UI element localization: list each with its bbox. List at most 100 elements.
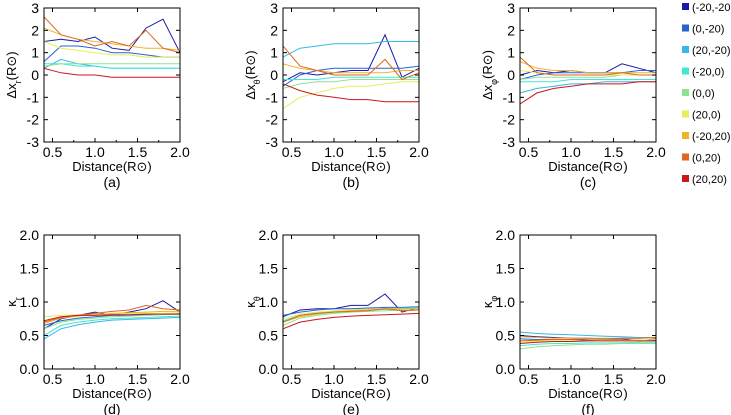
y-tick-label: 3 [31,0,39,16]
series-line-(20,20) [520,340,656,344]
y-tick-label: 1 [507,45,515,61]
panel-d: 0.5 1.0 1.5 2.00.00.51.01.52.0Distance(R⊙)(… [4,227,190,415]
y-tick-label: 3 [507,0,515,16]
x-tick-label: 2.0 [646,371,666,387]
series-lines [44,300,180,340]
legend-label: (20,0) [692,110,721,122]
legend-entry: (0,-20) [682,24,724,36]
series-line-(-20,0) [520,79,656,83]
series-lines [520,331,656,350]
y-tick-label: -1 [266,89,279,105]
y-axis-label-main: κ [4,300,19,307]
series-lines [283,33,419,109]
series-line-(20,20) [44,313,180,322]
panels: 0.5 1.0 1.5 2.0-3-2-10123Distance(R⊙)(a)Δxr… [4,0,666,415]
y-tick-label: 0 [31,67,39,83]
panel-label: (e) [342,401,359,415]
y-axis-label: κr [4,297,23,307]
y-tick-label: 1 [270,45,278,61]
x-axis-label: Distance(R⊙) [311,159,391,174]
x-tick-label: 0.5 [519,144,539,160]
legend-entry: (0,20) [682,153,721,165]
y-axis-label: Δxθ(R⊙) [243,50,262,99]
series-line-(20,20) [44,67,180,78]
x-axis-label: Distance(R⊙) [548,159,628,174]
legend-swatch [682,175,689,182]
series-line-(0,0) [520,74,656,80]
y-tick-label: 2 [31,22,39,38]
series-line-(-20,0) [520,341,656,347]
y-axis-label-main: κ [243,301,258,308]
y-tick-label: 1.0 [20,294,40,310]
series-line-(0,-20) [283,65,419,87]
panel-label: (c) [580,174,596,190]
y-axis-label-unit: (R⊙) [243,50,258,79]
series-line-(0,0) [44,313,180,330]
panel-e: 0.5 1.0 1.5 2.00.00.51.01.52.0Distance(R⊙)(… [243,227,429,415]
legend-swatch [682,89,689,96]
legend-entry: (-20,-20) [682,2,731,14]
x-tick-label: 1.5 [128,144,148,160]
y-tick-label: 2.0 [496,227,516,243]
legend-swatch [682,24,689,32]
series-line-(0,0) [283,79,419,89]
y-tick-label: 0.5 [259,328,279,344]
x-tick-label: 1.5 [604,371,624,387]
x-tick-label: 1.0 [561,371,581,387]
series-line-(20,-20) [283,41,419,58]
y-tick-label: 2 [507,22,515,38]
y-tick-label: -3 [503,134,516,150]
axis-frame [43,7,181,143]
series-line-(0,0) [44,63,180,67]
y-tick-label: 1.5 [20,261,40,277]
y-axis-label: Δxr(R⊙) [4,51,23,98]
y-tick-label: -2 [27,112,40,128]
legend-label: (-20,20) [692,131,731,143]
series-line-(0,-20) [283,306,419,316]
legend-label: (0,-20) [692,24,724,36]
legend-label: (0,0) [692,88,715,100]
series-line-(-20,-20) [283,293,419,318]
series-line-(0,-20) [44,45,180,62]
x-tick-label: 1.0 [324,144,344,160]
legend-label: (20,-20) [692,45,731,57]
axis-frame [282,234,420,370]
y-tick-label: -1 [27,89,40,105]
series-line-(20,20) [283,312,419,330]
legend-label: (-20,0) [692,67,724,79]
y-tick-label: 1 [31,45,39,61]
series-line-(-20,20) [283,307,419,323]
y-tick-label: 0.0 [259,361,279,377]
panel-a: 0.5 1.0 1.5 2.0 -3 -2 -1 0 1 2 3 Distance(R⊙)(a) Δxr… [4,0,190,190]
legend-entry: (20,0) [682,110,721,122]
legend-label: (0,20) [692,153,721,165]
y-tick-label: 3 [270,0,278,16]
y-axis-label-main: Δx [243,84,258,100]
series-line-(0,20) [283,308,419,323]
y-axis-label: κθ [243,296,262,308]
series-lines [520,56,656,105]
legend-entry: (20,20) [682,174,727,186]
series-line-(20,-20) [44,316,180,340]
y-tick-label: 1.0 [259,294,279,310]
series-lines [44,16,180,78]
legend-entry: (20,-20) [682,45,731,57]
y-tick-label: 1.5 [259,261,279,277]
series-line-(-20,0) [44,315,180,336]
series-line-(20,0) [44,312,180,318]
y-tick-label: 0.5 [496,328,516,344]
y-tick-label: 2.0 [20,227,40,243]
y-tick-label: 0.0 [20,361,40,377]
x-tick-label: 1.0 [324,371,344,387]
x-tick-label: 1.0 [85,371,105,387]
y-axis-label-unit: (R⊙) [480,50,495,79]
series-line-(-20,-20) [44,18,180,53]
panel-label: (f) [581,401,594,415]
legend-entry: (0,0) [682,88,715,100]
legend-entry: (-20,0) [682,67,724,79]
y-tick-label: 0 [270,67,278,83]
series-line-(20,-20) [520,81,656,94]
y-tick-label: 1.0 [496,294,516,310]
y-axis-label-subscript: θ [252,79,262,84]
x-tick-label: 2.0 [409,371,429,387]
